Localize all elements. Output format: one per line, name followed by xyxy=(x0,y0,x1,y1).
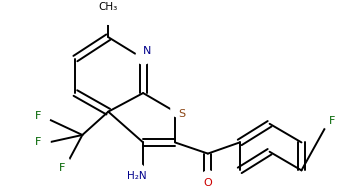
Text: N: N xyxy=(143,46,151,56)
Text: S: S xyxy=(178,109,185,119)
Text: F: F xyxy=(59,163,66,173)
Text: H₂N: H₂N xyxy=(127,171,147,181)
Text: F: F xyxy=(35,111,41,121)
Text: F: F xyxy=(329,116,336,126)
Text: F: F xyxy=(35,137,41,147)
Text: O: O xyxy=(204,178,212,188)
Text: CH₃: CH₃ xyxy=(99,2,118,12)
